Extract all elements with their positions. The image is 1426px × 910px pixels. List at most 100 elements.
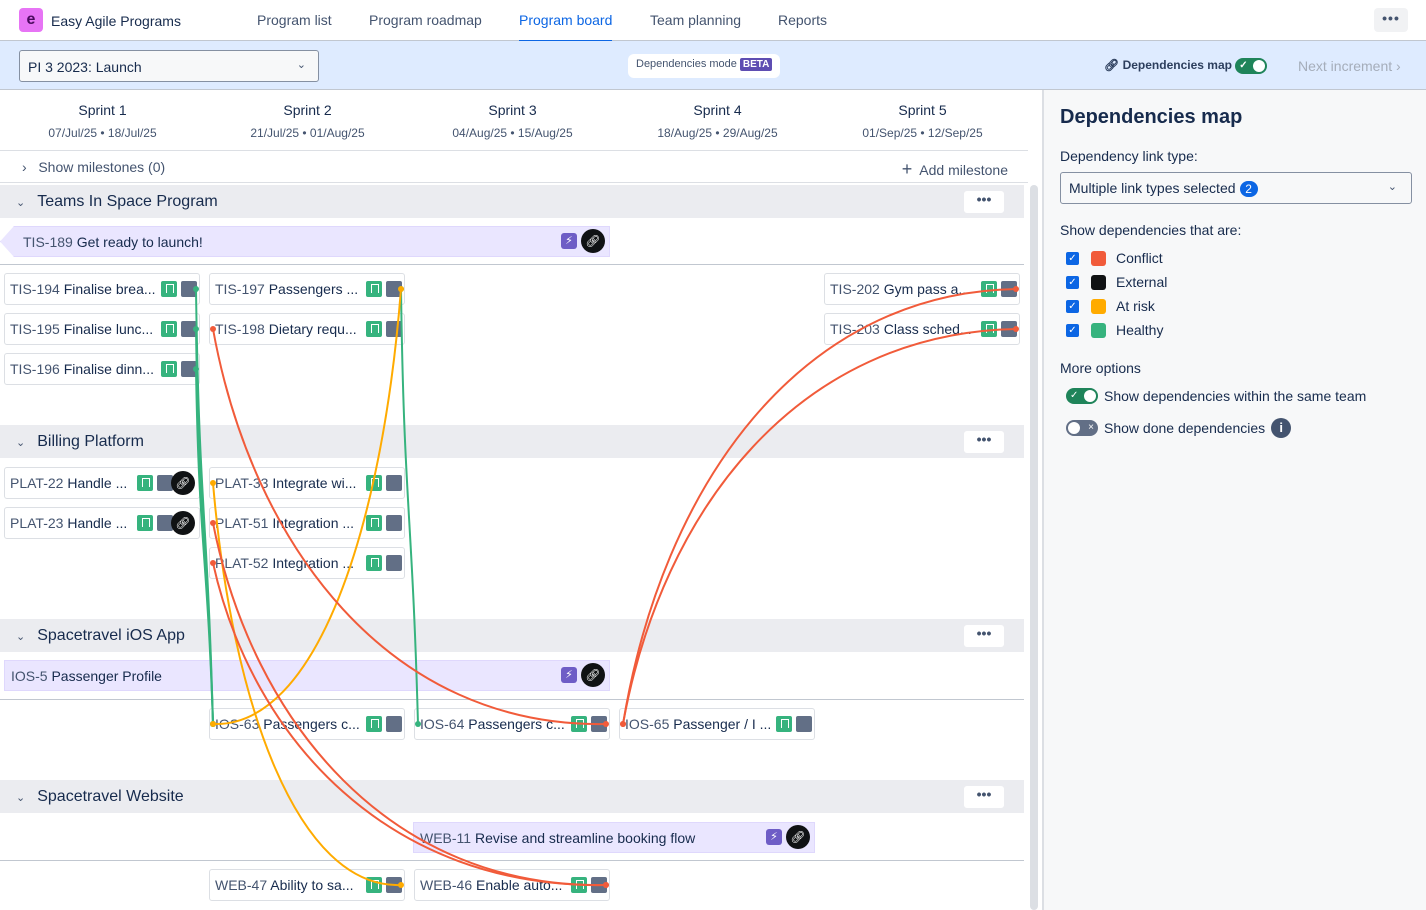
- issue-card[interactable]: TIS-194 Finalise brea...: [4, 273, 200, 305]
- checkbox[interactable]: ✓: [1066, 299, 1079, 313]
- epic-bar[interactable]: WEB-11 Revise and streamline booking flo…: [413, 822, 815, 853]
- issue-card[interactable]: PLAT-33 Integrate wi...: [209, 467, 405, 499]
- issue-card[interactable]: TIS-198 Dietary requ...: [209, 313, 405, 345]
- chevron-down-icon[interactable]: ⌄: [16, 437, 26, 449]
- issue-card[interactable]: TIS-203 Class sched...: [824, 313, 1020, 345]
- sprint-header: Sprint 2 21/Jul/25 • 01/Aug/25: [205, 90, 410, 150]
- dependency-line-conflict[interactable]: [622, 328, 1017, 725]
- link-icon[interactable]: 🔗︎: [171, 511, 195, 535]
- issue-title: Integrate wi...: [272, 475, 357, 491]
- link-icon[interactable]: 🔗︎: [581, 229, 605, 253]
- nav-program-board[interactable]: Program board: [519, 12, 613, 42]
- board-scrollbar[interactable]: [1030, 185, 1038, 910]
- epic-bar[interactable]: TIS-189 Get ready to launch! ⚡︎ 🔗︎: [0, 226, 610, 257]
- app-logo: e: [19, 8, 43, 32]
- team-name-text: Spacetravel Website: [37, 788, 184, 805]
- nav-reports[interactable]: Reports: [778, 12, 828, 28]
- link-type-select[interactable]: Multiple link types selected 2 ⌄: [1060, 172, 1412, 204]
- checkbox[interactable]: ✓: [1066, 323, 1079, 337]
- chevron-down-icon: ⌄: [1387, 181, 1397, 193]
- sprint-dates: 18/Aug/25 • 29/Aug/25: [657, 126, 778, 140]
- epic-bar[interactable]: IOS-5 Passenger Profile ⚡︎ 🔗︎: [4, 660, 610, 691]
- show-milestones-toggle[interactable]: › Show milestones (0): [22, 159, 166, 175]
- issue-title: Passengers ...: [268, 281, 359, 297]
- avatar: [386, 475, 402, 491]
- issue-key: PLAT-23: [10, 515, 64, 531]
- filter-at-risk[interactable]: ✓ At risk: [1066, 298, 1155, 314]
- checkbox[interactable]: ✓: [1066, 275, 1079, 289]
- issue-title: Passengers c...: [263, 716, 360, 732]
- increment-select[interactable]: PI 3 2023: Launch ⌄: [19, 50, 319, 82]
- filter-conflict[interactable]: ✓ Conflict: [1066, 250, 1163, 266]
- check-icon: ✓: [1239, 60, 1248, 71]
- issue-card[interactable]: IOS-65 Passenger / I ...: [619, 708, 815, 740]
- avatar: [591, 877, 607, 893]
- issue-card[interactable]: TIS-202 Gym pass a...: [824, 273, 1020, 305]
- next-increment-button[interactable]: Next increment ›: [1298, 58, 1401, 74]
- dependency-line-conflict[interactable]: [622, 288, 1017, 725]
- option-row: ✓ Show dependencies within the same team: [1066, 388, 1366, 404]
- chevron-down-icon[interactable]: ⌄: [16, 792, 26, 804]
- issue-card[interactable]: WEB-47 Ability to sa...: [209, 869, 405, 901]
- chevron-down-icon: ⌄: [296, 59, 306, 71]
- issue-card[interactable]: IOS-63 Passengers c...: [209, 708, 405, 740]
- app-name[interactable]: Easy Agile Programs: [51, 13, 181, 29]
- add-milestone-button[interactable]: + Add milestone: [902, 159, 1008, 180]
- team-more-button[interactable]: •••: [964, 625, 1004, 647]
- avatar: [386, 515, 402, 531]
- team-more-button[interactable]: •••: [964, 786, 1004, 808]
- issue-card[interactable]: IOS-64 Passengers c...: [414, 708, 610, 740]
- issue-card[interactable]: PLAT-52 Integration ...: [209, 547, 405, 579]
- issue-key: TIS-197: [215, 281, 265, 297]
- issue-card[interactable]: TIS-197 Passengers ...: [209, 273, 405, 305]
- avatar: [796, 716, 812, 732]
- filter-external[interactable]: ✓ External: [1066, 274, 1167, 290]
- option-row: × Show done dependencies i: [1066, 418, 1292, 438]
- info-icon[interactable]: i: [1271, 418, 1292, 438]
- issue-card[interactable]: PLAT-22 Handle ... 🔗︎: [4, 467, 200, 499]
- avatar: [181, 281, 197, 297]
- show-dependencies-label: Show dependencies that are:: [1060, 222, 1242, 238]
- nav-program-roadmap[interactable]: Program roadmap: [369, 12, 482, 28]
- link-icon[interactable]: 🔗︎: [786, 825, 810, 849]
- chevron-down-icon[interactable]: ⌄: [16, 197, 26, 209]
- checkbox[interactable]: ✓: [1066, 251, 1079, 265]
- team-name[interactable]: ⌄ Billing Platform: [16, 433, 144, 451]
- avatar: [181, 321, 197, 337]
- issue-card[interactable]: TIS-195 Finalise lunc...: [4, 313, 200, 345]
- filter-healthy[interactable]: ✓ Healthy: [1066, 322, 1163, 338]
- team-name[interactable]: ⌄ Teams In Space Program: [16, 193, 218, 211]
- issue-card[interactable]: WEB-46 Enable auto...: [414, 869, 610, 901]
- avatar: [591, 716, 607, 732]
- chevron-down-icon[interactable]: ⌄: [16, 631, 26, 643]
- team-header: ⌄ Spacetravel Website •••: [0, 780, 1024, 813]
- toggle-knob: [1084, 390, 1096, 402]
- team-more-button[interactable]: •••: [964, 191, 1004, 213]
- toggle-switch[interactable]: ✓: [1235, 58, 1268, 74]
- team-name[interactable]: ⌄ Spacetravel Website: [16, 788, 184, 806]
- team-more-button[interactable]: •••: [964, 431, 1004, 453]
- more-button[interactable]: •••: [1374, 8, 1408, 32]
- nav-program-list[interactable]: Program list: [257, 12, 332, 28]
- issue-card[interactable]: TIS-196 Finalise dinn...: [4, 353, 200, 385]
- issue-key: TIS-196: [10, 361, 60, 377]
- team-name[interactable]: ⌄ Spacetravel iOS App: [16, 627, 185, 645]
- avatar: [157, 475, 173, 491]
- toggle-switch[interactable]: ✓: [1066, 388, 1098, 404]
- issue-card[interactable]: PLAT-51 Integration ...: [209, 507, 405, 539]
- team-name-text: Teams In Space Program: [37, 193, 218, 210]
- link-icon[interactable]: 🔗︎: [171, 471, 195, 495]
- issue-title: Finalise dinn...: [63, 361, 154, 377]
- issue-title: Handle ...: [67, 515, 128, 531]
- dependencies-map-toggle[interactable]: 🔗︎ Dependencies map ✓: [1104, 58, 1268, 74]
- link-icon[interactable]: 🔗︎: [581, 663, 605, 687]
- story-icon: [366, 515, 382, 531]
- avatar: [181, 361, 197, 377]
- avatar: [157, 515, 173, 531]
- sprint-name: Sprint 4: [693, 102, 742, 118]
- avatar: [386, 716, 402, 732]
- issue-card[interactable]: PLAT-23 Handle ... 🔗︎: [4, 507, 200, 539]
- team-header: ⌄ Teams In Space Program •••: [0, 185, 1024, 218]
- nav-team-planning[interactable]: Team planning: [650, 12, 742, 28]
- toggle-switch[interactable]: ×: [1066, 420, 1098, 436]
